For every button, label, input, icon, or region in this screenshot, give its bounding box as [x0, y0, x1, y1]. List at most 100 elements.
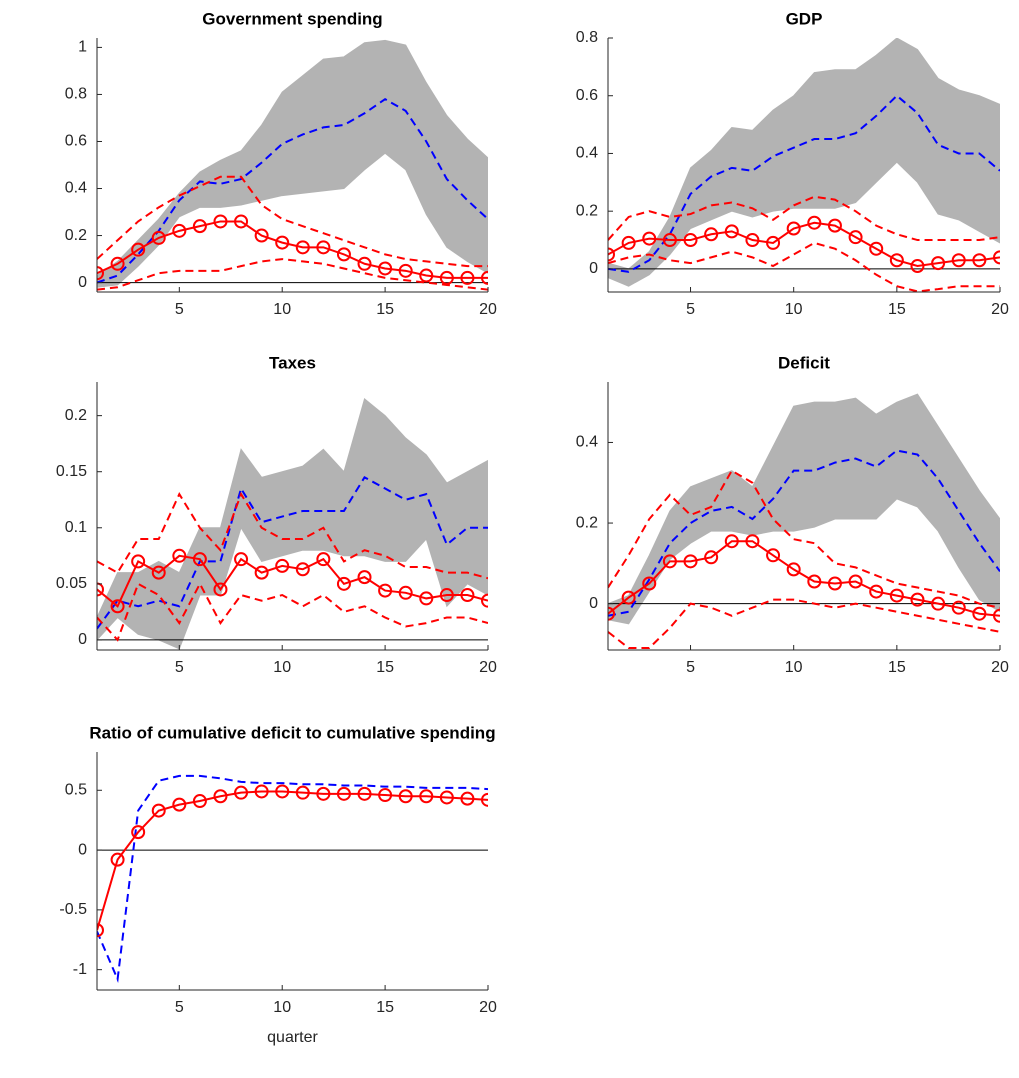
point-marker: [642, 576, 657, 591]
x-tick-label: 20: [991, 301, 1009, 318]
point-marker: [234, 214, 249, 229]
x-tick-label: 15: [888, 301, 906, 318]
x-tick-label: 5: [175, 999, 184, 1016]
point-marker: [419, 789, 434, 804]
point-marker: [398, 585, 413, 600]
x-tick-label: 20: [479, 999, 497, 1016]
y-tick-label: 0.8: [576, 29, 598, 46]
y-tick-label: 0: [589, 260, 598, 277]
series-line: [97, 790, 488, 931]
plot-area: [97, 39, 488, 291]
point-marker: [295, 562, 310, 577]
plot-area: [97, 774, 488, 984]
x-tick-label: 15: [376, 301, 394, 318]
x-tick-label: 5: [686, 301, 695, 318]
point-marker: [993, 608, 1000, 623]
y-tick-label: 0: [78, 274, 87, 291]
series-line: [608, 241, 1000, 292]
point-marker: [439, 790, 454, 805]
chart-title: Taxes: [269, 353, 316, 372]
point-marker: [419, 268, 434, 283]
y-tick-label: 0.4: [65, 180, 87, 197]
plot-area: [608, 393, 1000, 649]
point-marker: [869, 241, 884, 256]
point-marker: [151, 803, 166, 818]
y-tick-label: 0.4: [576, 434, 598, 451]
x-tick-label: 5: [175, 301, 184, 318]
point-marker: [378, 583, 393, 598]
point-marker: [254, 784, 269, 799]
point-marker: [357, 256, 372, 271]
point-marker: [97, 582, 104, 597]
point-marker: [295, 785, 310, 800]
point-marker: [745, 233, 760, 248]
plot-area: [608, 38, 1000, 292]
y-tick-label: 0.2: [576, 202, 598, 219]
point-marker: [213, 582, 228, 597]
point-marker: [275, 784, 290, 799]
point-marker: [869, 584, 884, 599]
y-tick-label: -0.5: [59, 901, 87, 918]
point-marker: [131, 554, 146, 569]
series-line: [608, 449, 1000, 617]
point-marker: [481, 792, 488, 807]
y-tick-label: 0: [78, 631, 87, 648]
point-marker: [931, 256, 946, 271]
point-marker: [460, 791, 475, 806]
panel: Ratio of cumulative deficit to cumulativ…: [59, 723, 497, 1046]
point-marker: [662, 233, 677, 248]
point-marker: [213, 214, 228, 229]
series-line: [97, 774, 488, 984]
point-marker: [97, 923, 104, 938]
point-marker: [398, 263, 413, 278]
x-axis-label: quarter: [267, 1029, 318, 1046]
series-line: [97, 220, 488, 279]
point-marker: [398, 789, 413, 804]
point-marker: [172, 548, 187, 563]
series-line: [608, 598, 1000, 649]
series-line: [608, 94, 1000, 273]
point-marker: [951, 253, 966, 268]
series-line: [97, 97, 488, 284]
point-marker: [621, 235, 636, 250]
y-tick-label: 0: [589, 595, 598, 612]
point-marker: [662, 554, 677, 569]
series-line: [608, 540, 1000, 617]
point-marker: [254, 228, 269, 243]
point-marker: [848, 230, 863, 245]
chart-title: Ratio of cumulative deficit to cumulativ…: [89, 723, 495, 742]
y-tick-label: 0.5: [65, 781, 87, 798]
point-marker: [848, 574, 863, 589]
point-marker: [683, 233, 698, 248]
point-marker: [993, 250, 1000, 265]
panel: Taxes 0 0.05 0.1 0.15 0.2 5 10 15 20: [56, 353, 497, 676]
point-marker: [827, 576, 842, 591]
point-marker: [357, 570, 372, 585]
point-marker: [234, 552, 249, 567]
y-tick-label: 0.2: [65, 227, 87, 244]
point-marker: [357, 786, 372, 801]
y-tick-label: 0.8: [65, 86, 87, 103]
series-line: [97, 491, 488, 580]
point-marker: [807, 215, 822, 230]
point-marker: [642, 231, 657, 246]
point-marker: [131, 242, 146, 257]
panel: Deficit 0 0.2 0.4 5 10 15 20: [576, 353, 1009, 676]
point-marker: [336, 786, 351, 801]
point-marker: [336, 247, 351, 262]
confidence-band: [608, 393, 1000, 625]
point-marker: [110, 852, 125, 867]
point-marker: [910, 259, 925, 274]
x-tick-label: 15: [376, 999, 394, 1016]
point-marker: [192, 552, 207, 567]
x-tick-label: 20: [479, 659, 497, 676]
point-marker: [110, 256, 125, 271]
confidence-band: [608, 38, 1000, 287]
point-marker: [316, 240, 331, 255]
series-line: [97, 475, 488, 630]
point-marker: [724, 224, 739, 239]
point-marker: [889, 253, 904, 268]
point-marker: [172, 797, 187, 812]
point-marker: [972, 253, 987, 268]
